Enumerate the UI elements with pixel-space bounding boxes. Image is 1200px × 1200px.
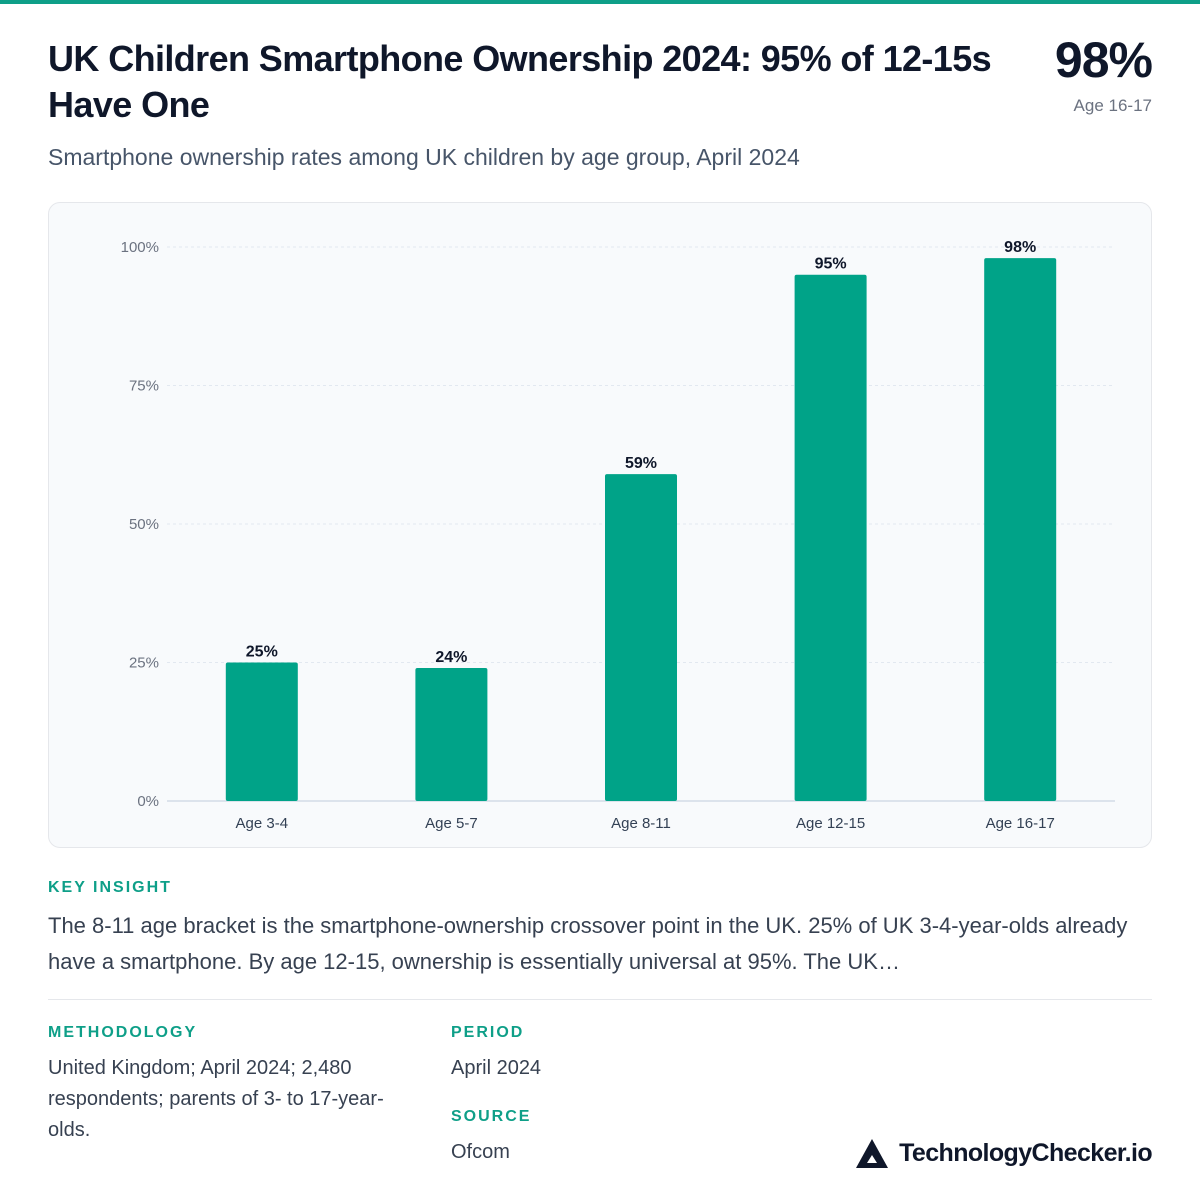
period-text: April 2024 bbox=[451, 1057, 542, 1079]
key-insight-heading: KEY INSIGHT bbox=[48, 879, 172, 896]
y-tick-label: 50% bbox=[129, 516, 159, 533]
bar-chart: 0% 25% 50% 75% 100% 25% Age 3-4 24% Age 5-7 59% Ag… bbox=[121, 239, 1115, 832]
hero-stat-value: 98% bbox=[1054, 32, 1153, 88]
methodology-text: United Kingdom; April 2024; 2,480 respon… bbox=[48, 1057, 384, 1141]
x-category-label: Age 12-15 bbox=[796, 815, 865, 832]
bar-value-label: 98% bbox=[1004, 239, 1036, 256]
bar bbox=[225, 662, 298, 801]
source-text: Ofcom bbox=[451, 1141, 510, 1163]
y-tick-label: 25% bbox=[129, 655, 159, 672]
bar bbox=[605, 474, 677, 801]
bar-value-label: 95% bbox=[815, 256, 847, 273]
bar-value-label: 25% bbox=[246, 644, 278, 661]
methodology-heading: METHODOLOGY bbox=[48, 1024, 198, 1041]
bar bbox=[984, 258, 1057, 801]
x-category-label: Age 3-4 bbox=[236, 815, 289, 832]
brand-name: TechnologyChecker.io bbox=[899, 1138, 1152, 1167]
section-divider bbox=[48, 999, 1152, 1000]
chart-card: 0% 25% 50% 75% 100% 25% Age 3-4 24% Age 5-7 59% Ag… bbox=[48, 202, 1152, 848]
key-insight-text: The 8-11 age bracket is the smartphone-o… bbox=[48, 913, 1128, 974]
x-category-label: Age 8-11 bbox=[611, 815, 671, 832]
x-category-label: Age 16-17 bbox=[986, 815, 1055, 832]
bar-value-label: 59% bbox=[625, 455, 657, 472]
bar bbox=[415, 668, 488, 801]
source-heading: SOURCE bbox=[451, 1108, 532, 1125]
chart-subtitle: Smartphone ownership rates among UK chil… bbox=[48, 144, 800, 170]
y-tick-label: 0% bbox=[137, 793, 159, 810]
hero-stat-label: Age 16-17 bbox=[1073, 96, 1152, 115]
period-heading: PERIOD bbox=[451, 1024, 525, 1041]
top-accent-rule bbox=[0, 0, 1200, 4]
y-tick-label: 75% bbox=[129, 378, 159, 395]
triangle-logo-icon bbox=[856, 1138, 889, 1168]
x-category-label: Age 5-7 bbox=[425, 815, 478, 832]
page-title: UK Children Smartphone Ownership 2024: 9… bbox=[48, 38, 992, 125]
bar bbox=[794, 274, 867, 801]
y-tick-label: 100% bbox=[121, 239, 159, 256]
brand-logo: TechnologyChecker.io bbox=[855, 1136, 1153, 1170]
bar-value-label: 24% bbox=[435, 649, 467, 666]
